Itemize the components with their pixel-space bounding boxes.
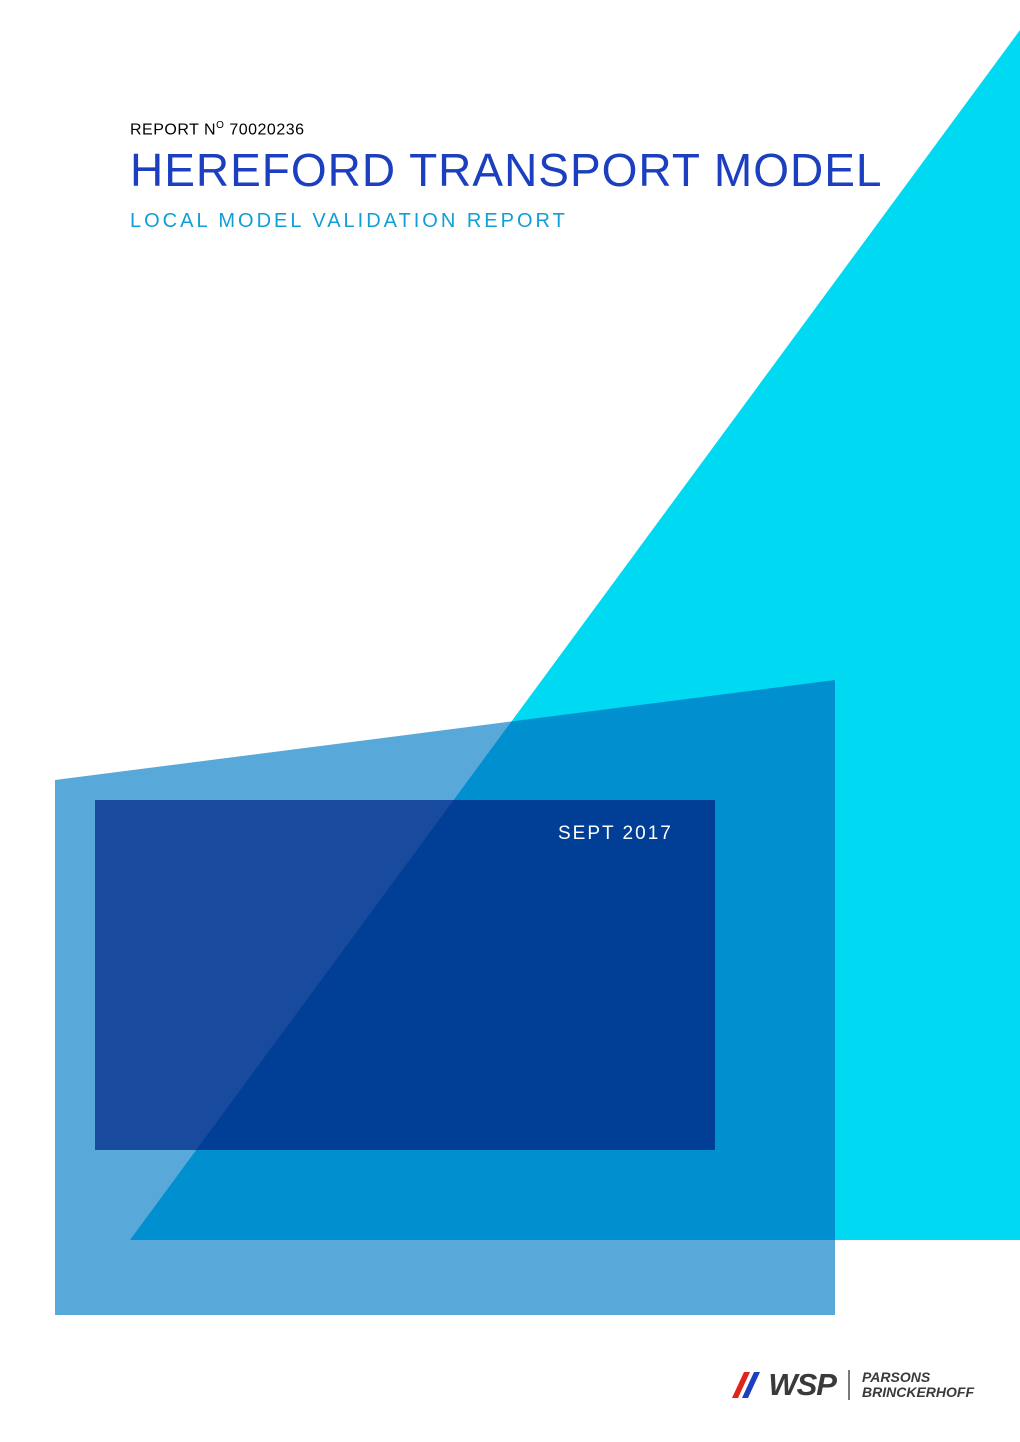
report-subtitle: LOCAL MODEL VALIDATION REPORT — [130, 210, 890, 233]
report-title: HEREFORD TRANSPORT MODEL — [130, 145, 890, 196]
dark-blue-rectangle — [95, 800, 715, 1150]
logo-divider — [848, 1370, 850, 1400]
report-no-prefix: REPORT N — [130, 121, 216, 138]
report-cover-page: REPORT NO 70020236 HEREFORD TRANSPORT MO… — [0, 0, 1020, 1442]
pb-line1: PARSONS — [862, 1370, 974, 1385]
company-logo-block: WSP PARSONS BRINCKERHOFF — [732, 1369, 974, 1400]
header-text-block: REPORT NO 70020236 HEREFORD TRANSPORT MO… — [130, 120, 890, 233]
report-no-value: 70020236 — [224, 121, 304, 138]
wsp-logo: WSP — [732, 1369, 836, 1400]
report-date: SEPT 2017 — [558, 823, 673, 845]
wsp-logo-text: WSP — [768, 1369, 836, 1400]
report-number: REPORT NO 70020236 — [130, 120, 890, 139]
pb-line2: BRINCKERHOFF — [862, 1385, 974, 1400]
parsons-brinckerhoff-logo-text: PARSONS BRINCKERHOFF — [862, 1370, 974, 1399]
wsp-logo-icon — [732, 1372, 760, 1398]
